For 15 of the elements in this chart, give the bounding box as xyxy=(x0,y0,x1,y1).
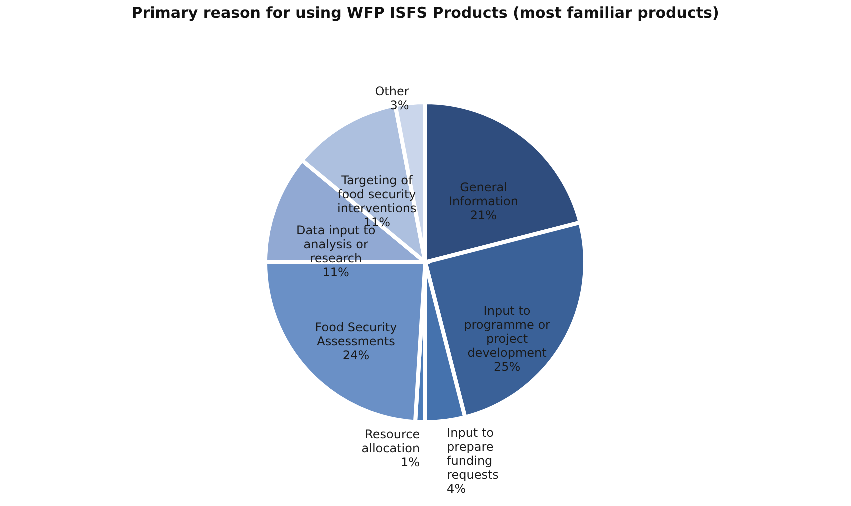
data-label: 4% xyxy=(447,482,466,496)
slice-label: Resource allocation xyxy=(362,427,420,456)
data-label: 11% xyxy=(322,265,350,280)
slice-label: General Information xyxy=(448,180,518,208)
slice-label: Input to prepare funding requests xyxy=(447,426,499,482)
slice-label: Targeting of food security interventions xyxy=(337,174,417,216)
slice-label: Other xyxy=(375,84,410,98)
chart-title: Primary reason for using WFP ISFS Products (most familiar products) xyxy=(132,4,720,22)
slice-label: Food Security Assessments xyxy=(315,320,398,349)
data-label: 3% xyxy=(390,98,410,112)
data-label: 25% xyxy=(494,360,521,374)
data-label: 1% xyxy=(401,455,420,470)
data-label: 24% xyxy=(342,348,370,363)
data-label: 21% xyxy=(470,208,498,222)
slice-label: Input to programme or project development xyxy=(464,304,551,360)
